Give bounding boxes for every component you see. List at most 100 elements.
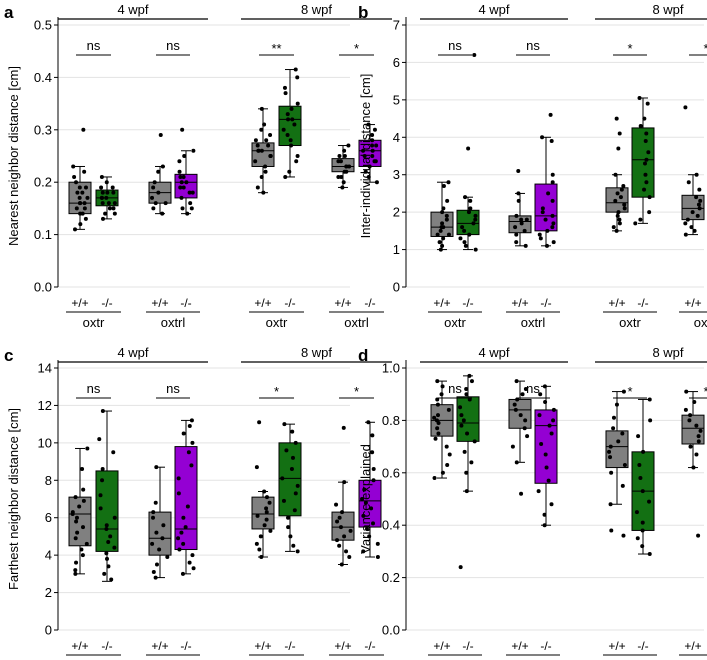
box-3	[508, 168, 532, 248]
data-point	[153, 575, 158, 580]
data-point	[539, 441, 544, 446]
genotype-label: +/+	[151, 296, 168, 310]
data-point	[337, 515, 342, 520]
data-point	[80, 467, 85, 472]
box-6	[278, 422, 302, 554]
data-point	[187, 560, 192, 565]
box-6	[631, 95, 655, 226]
data-point	[640, 544, 645, 549]
data-point	[542, 384, 547, 389]
significance-label: *	[703, 384, 707, 399]
receptor-label: oxtrl	[521, 658, 546, 660]
data-point	[549, 139, 554, 144]
box-6	[631, 397, 655, 557]
data-point	[370, 450, 375, 455]
data-point	[608, 502, 613, 507]
data-point	[435, 402, 440, 407]
data-point	[536, 489, 541, 494]
data-point	[444, 213, 449, 218]
y-tick-label: 6	[393, 55, 400, 70]
genotype-label: -/-	[364, 296, 375, 310]
data-point	[152, 180, 157, 185]
data-point	[469, 379, 474, 384]
data-point	[524, 217, 529, 222]
data-point	[462, 240, 467, 245]
data-point	[463, 243, 468, 248]
data-point	[549, 431, 554, 436]
data-point	[375, 541, 380, 546]
data-point	[372, 159, 377, 164]
data-point	[77, 201, 82, 206]
box-8	[358, 420, 382, 560]
data-point	[262, 122, 267, 127]
data-point	[647, 210, 652, 215]
y-tick-label: 1	[393, 242, 400, 257]
data-point	[153, 500, 158, 505]
data-point	[433, 436, 438, 441]
data-point	[637, 462, 642, 467]
y-tick-label: 0.1	[34, 227, 52, 242]
genotype-label: -/-	[540, 296, 551, 310]
data-point	[370, 148, 375, 153]
box-body	[331, 158, 355, 173]
box-2	[456, 373, 480, 570]
data-point	[83, 185, 88, 190]
y-tick-label: 4	[393, 130, 400, 145]
significance-label: ns	[448, 38, 462, 53]
data-point	[255, 143, 260, 148]
y-tick-label: 2	[393, 205, 400, 220]
data-point	[447, 452, 452, 457]
data-point	[374, 143, 379, 148]
data-point	[73, 227, 78, 232]
data-point	[622, 462, 627, 467]
data-point	[106, 540, 111, 545]
data-point	[342, 154, 347, 158]
box-body	[174, 446, 198, 551]
box-7	[331, 143, 355, 190]
panel-b: b 0 1 2 3 4 5 6 7 Inter-individual distance [cm] +…	[358, 2, 707, 330]
data-point	[288, 534, 293, 539]
data-point	[264, 517, 269, 522]
data-point	[459, 413, 464, 418]
data-point	[111, 206, 116, 211]
data-point	[191, 566, 196, 571]
box-5	[605, 389, 629, 538]
data-point	[268, 154, 273, 158]
data-point	[369, 506, 374, 511]
panel-letter: a	[4, 3, 14, 22]
data-point	[259, 106, 264, 111]
data-point	[281, 498, 286, 503]
data-point	[98, 493, 103, 498]
data-point	[85, 195, 90, 200]
data-point	[161, 523, 166, 528]
data-point	[698, 198, 703, 203]
data-point	[542, 523, 547, 528]
data-point	[264, 495, 269, 500]
data-point	[435, 413, 440, 418]
data-point	[363, 169, 368, 174]
data-point	[436, 421, 441, 426]
data-point	[512, 402, 517, 407]
data-point	[335, 538, 340, 543]
data-point	[104, 180, 109, 185]
genotype-label: +/+	[71, 639, 88, 653]
data-point	[262, 523, 267, 528]
data-point	[648, 418, 653, 423]
data-point	[689, 225, 694, 230]
data-point	[157, 547, 162, 552]
box-3	[508, 379, 532, 496]
y-tick-label: 0.6	[382, 465, 400, 480]
data-point	[611, 426, 616, 431]
data-point	[645, 101, 650, 106]
data-point	[81, 498, 86, 503]
panel-letter: d	[358, 346, 368, 365]
data-point	[181, 174, 186, 179]
data-point	[181, 515, 186, 520]
data-point	[151, 206, 156, 211]
data-point	[614, 402, 619, 407]
data-point	[77, 185, 82, 190]
genotype-label: +/+	[334, 639, 351, 653]
data-point	[165, 555, 170, 560]
data-point	[156, 169, 161, 174]
box-body	[534, 409, 558, 484]
